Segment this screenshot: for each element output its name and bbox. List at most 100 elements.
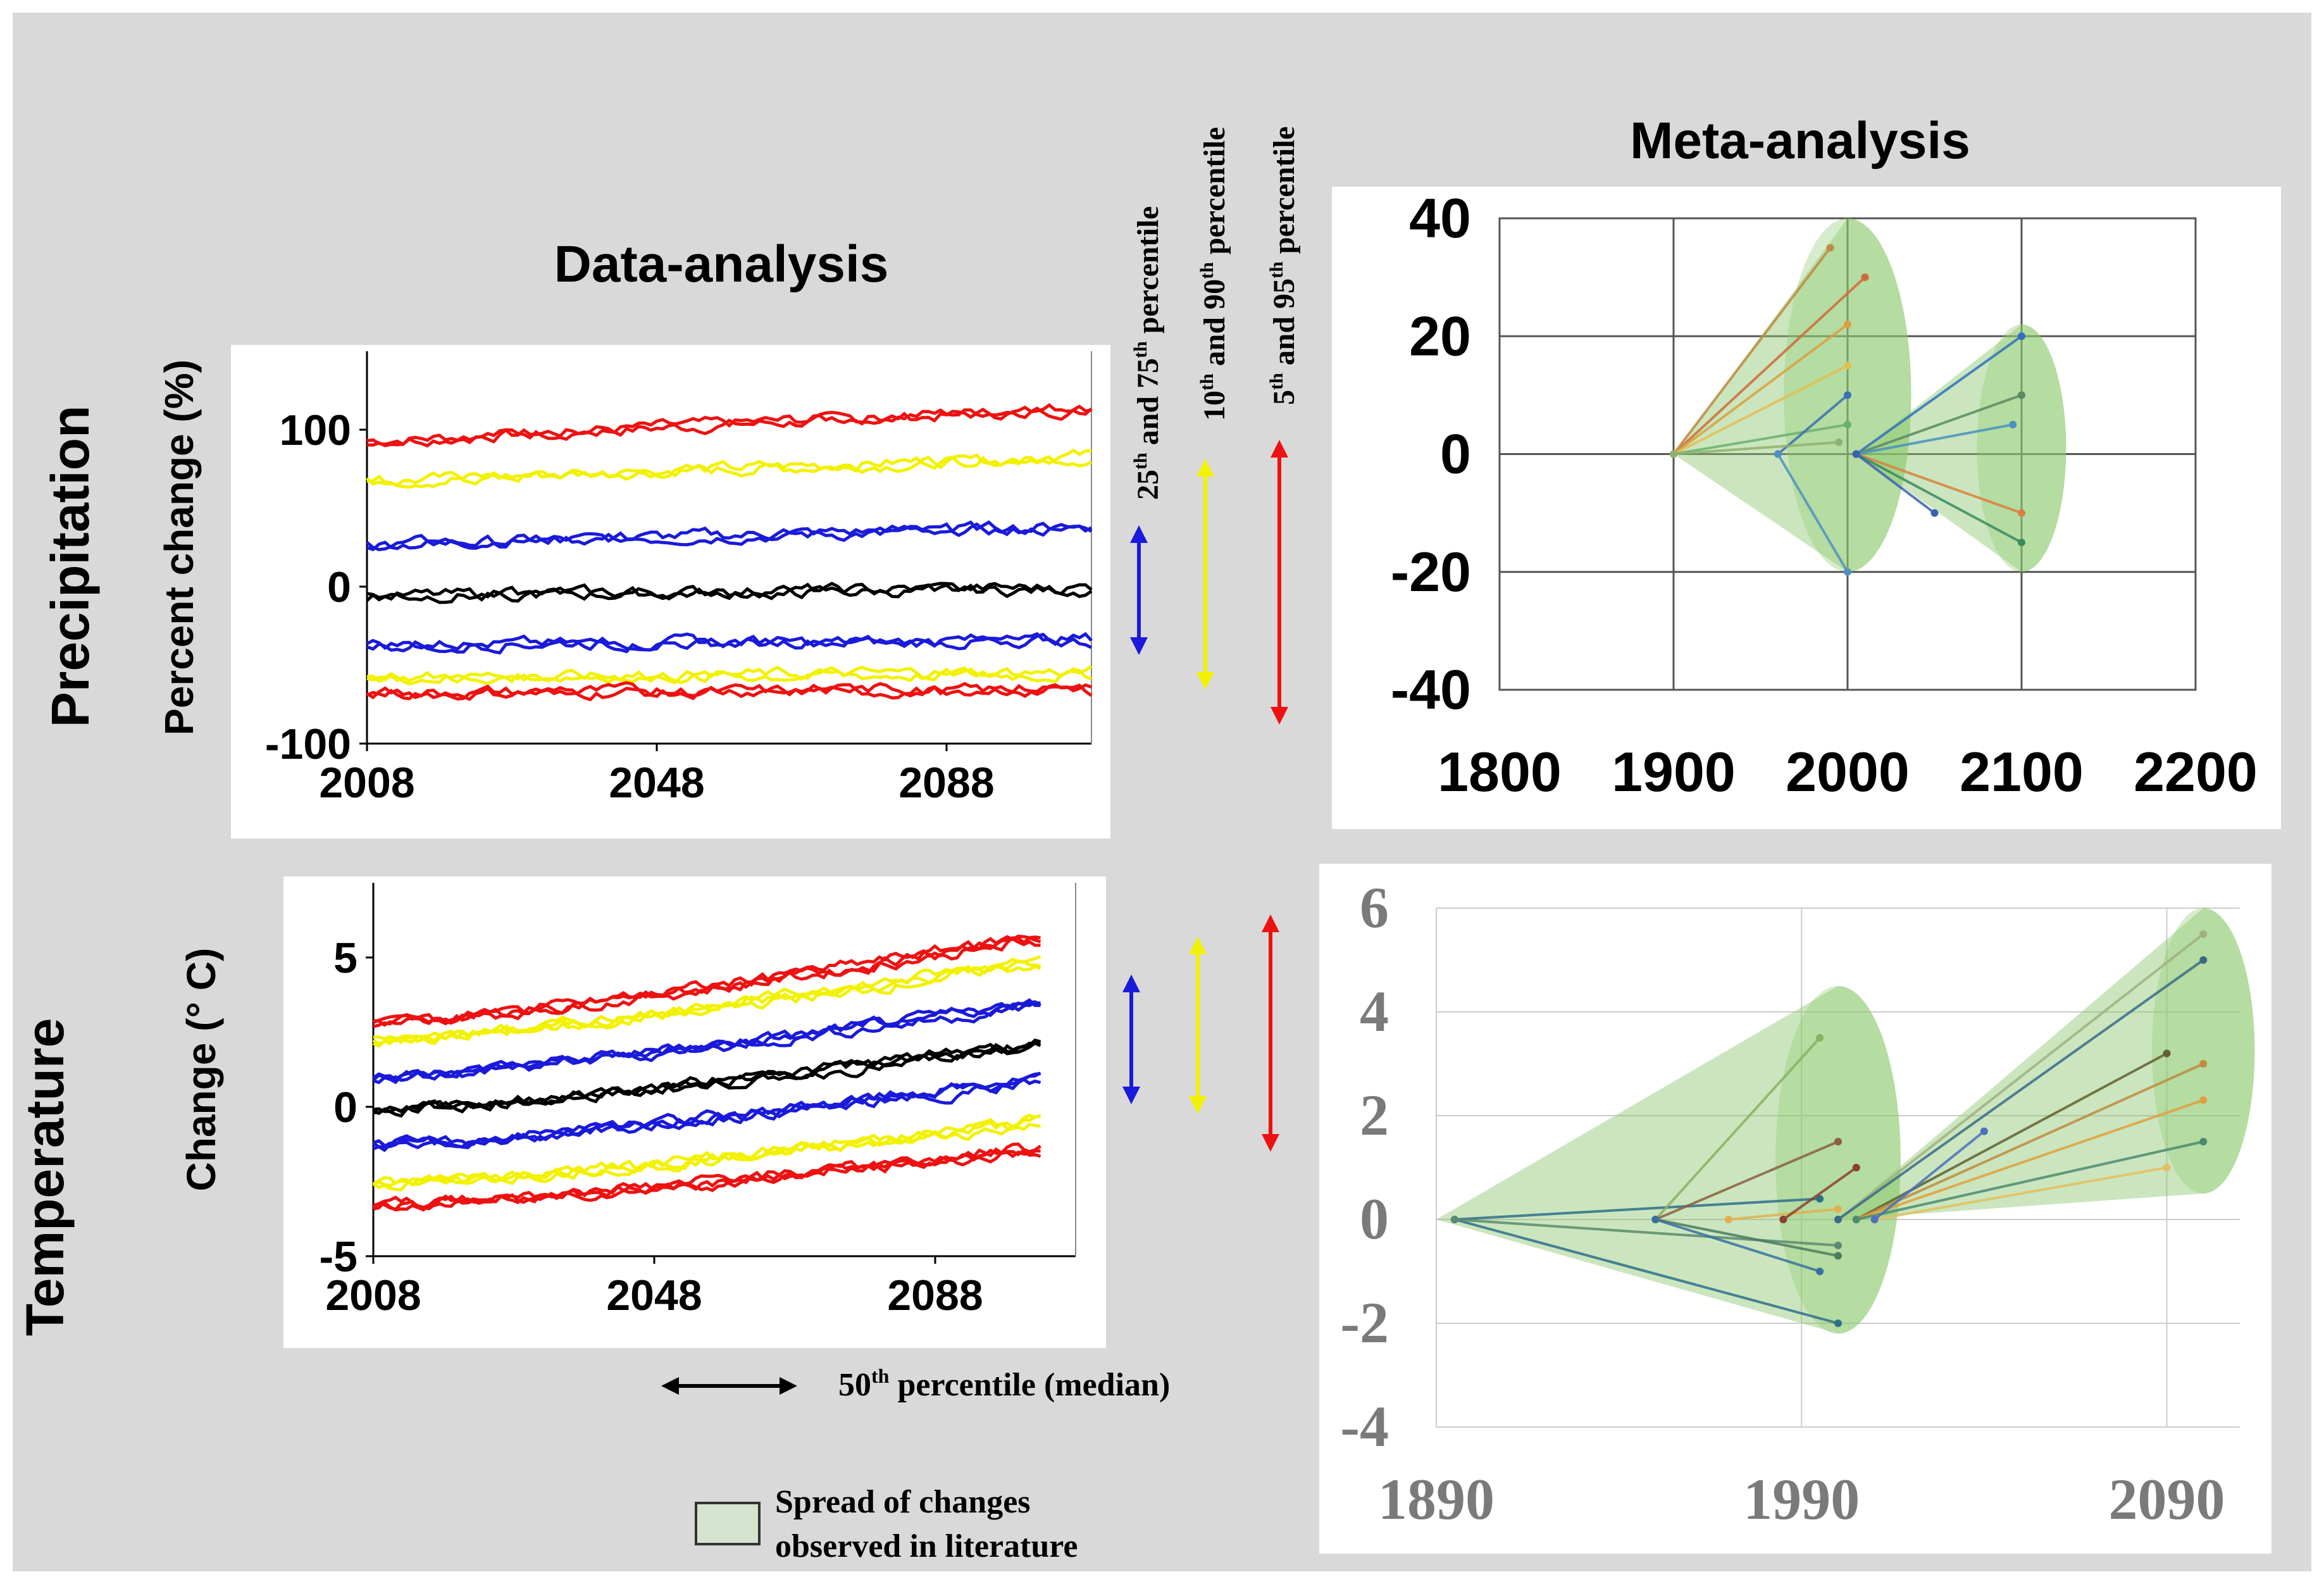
y-tick-label: 6 bbox=[1360, 875, 1389, 940]
legend-5-95-arrow bbox=[1271, 440, 1288, 725]
study-point-end bbox=[2199, 956, 2208, 964]
study-point-end bbox=[2018, 332, 2025, 340]
study-point-end bbox=[2199, 1138, 2208, 1145]
study-point-end bbox=[1826, 244, 1834, 252]
y-tick-label: -5 bbox=[320, 1233, 357, 1281]
arrow-head-down bbox=[1189, 1096, 1207, 1114]
y-tick-label: 2 bbox=[1360, 1083, 1389, 1147]
series-line-red bbox=[366, 402, 1093, 448]
y-tick-label: -100 bbox=[265, 720, 351, 768]
study-point-end bbox=[1834, 1205, 1842, 1213]
y-tick-label: -2 bbox=[1340, 1290, 1389, 1355]
study-point-end bbox=[1844, 320, 1851, 328]
median-arrow bbox=[661, 1377, 797, 1395]
study-point-start bbox=[1834, 1216, 1842, 1223]
x-tick-label: 1990 bbox=[1743, 1467, 1860, 1531]
y-tick-label: 0 bbox=[333, 1083, 357, 1132]
study-segment bbox=[1672, 323, 1849, 456]
x-tick-label: 1890 bbox=[1378, 1467, 1494, 1531]
study-segment bbox=[1855, 335, 2023, 456]
arrow-head-down bbox=[1130, 637, 1148, 655]
study-segment bbox=[1874, 1166, 2167, 1221]
study-segment bbox=[1672, 276, 1866, 455]
temp-meta-panel bbox=[1319, 864, 2271, 1554]
spread-cone-cap bbox=[1775, 986, 1901, 1334]
spread-label-line2: observed in literature bbox=[775, 1528, 1078, 1564]
legend-25-75-arrow-bottom bbox=[1122, 975, 1140, 1104]
study-point-end bbox=[1844, 420, 1851, 428]
series-line-yellow bbox=[373, 955, 1041, 1044]
legend-25-75-th: th bbox=[1130, 452, 1151, 470]
median-prefix: 50 bbox=[838, 1367, 871, 1403]
arrow-head-down bbox=[1271, 707, 1288, 725]
legend-5-95-arrow-bottom bbox=[1262, 914, 1279, 1152]
series-line-blue bbox=[366, 522, 1093, 551]
series-line-yellow bbox=[366, 664, 1093, 685]
study-point-end bbox=[1861, 273, 1869, 282]
arrow-head-up bbox=[1189, 937, 1207, 954]
arrow-head-down bbox=[1122, 1087, 1140, 1104]
legend-10-90-arrow-bottom bbox=[1189, 937, 1207, 1114]
study-segment bbox=[1673, 423, 1848, 456]
meta-analysis-heading: Meta-analysis bbox=[1630, 112, 1970, 170]
study-point-start bbox=[1724, 1216, 1732, 1223]
study-point-end bbox=[1844, 391, 1851, 399]
legend-5-95-th2: th bbox=[1266, 261, 1287, 278]
precip-meta-panel bbox=[1332, 187, 2281, 829]
x-tick-label: 2088 bbox=[898, 759, 994, 807]
study-point-end bbox=[1816, 1034, 1824, 1042]
study-point-end bbox=[2018, 509, 2025, 517]
spread-cone bbox=[1674, 218, 1911, 572]
series-line-black bbox=[366, 582, 1093, 603]
arrow-head-right bbox=[780, 1377, 797, 1395]
series-line-yellow bbox=[372, 959, 1041, 1048]
arrow-head-up bbox=[1271, 440, 1288, 458]
study-point-end bbox=[1835, 438, 1843, 446]
spread-cone-cap bbox=[1977, 324, 2066, 572]
arrow-head-up bbox=[1196, 459, 1214, 477]
series-line-red bbox=[373, 934, 1041, 1028]
temp-data-panel bbox=[283, 876, 1106, 1348]
study-segment bbox=[1856, 1099, 2204, 1221]
y-tick-label: -40 bbox=[1391, 658, 1471, 721]
study-segment bbox=[1454, 1218, 1839, 1247]
study-point-end bbox=[1834, 1319, 1842, 1327]
study-point-end bbox=[1852, 1164, 1860, 1171]
study-point-end bbox=[1834, 1242, 1842, 1249]
median-suffix: percentile (median) bbox=[889, 1367, 1170, 1403]
study-segment bbox=[1873, 1130, 1985, 1221]
y-tick-label: 100 bbox=[280, 406, 351, 454]
spread-swatch bbox=[695, 1502, 761, 1545]
study-segment bbox=[1856, 1140, 2204, 1221]
legend-5-95-th: th bbox=[1266, 373, 1287, 390]
y-tick-label: 0 bbox=[1440, 423, 1471, 485]
arrow-head-up bbox=[1262, 914, 1279, 932]
arrow-head-down bbox=[1262, 1134, 1279, 1152]
study-point-end bbox=[2199, 930, 2208, 938]
legend-10-90-suffix: percentile bbox=[1198, 127, 1231, 263]
study-segment bbox=[1777, 453, 1849, 573]
study-point-end bbox=[1816, 1268, 1824, 1275]
study-point-end bbox=[2009, 420, 2017, 428]
study-point-end bbox=[1834, 1252, 1842, 1260]
study-point-end bbox=[2018, 391, 2025, 399]
legend-25-75-prefix: 25 bbox=[1131, 470, 1165, 500]
x-tick-label: 2000 bbox=[1786, 740, 1910, 803]
spread-label-line1: Spread of changes bbox=[775, 1484, 1031, 1520]
median-th: th bbox=[871, 1364, 890, 1387]
series-line-yellow bbox=[366, 453, 1093, 487]
study-segment bbox=[1837, 959, 2204, 1221]
series-line-red bbox=[366, 404, 1092, 446]
data-analysis-heading: Data-analysis bbox=[554, 235, 889, 293]
study-segment bbox=[1655, 1218, 1820, 1273]
precipitation-heading: Precipitation bbox=[40, 406, 100, 728]
median-label: 50th percentile (median) bbox=[838, 1364, 1170, 1403]
legend-25-75-mid: and 75 bbox=[1131, 358, 1165, 452]
study-segment bbox=[1454, 1197, 1820, 1221]
y-tick-label: 0 bbox=[327, 563, 351, 611]
x-tick-label: 2090 bbox=[2109, 1467, 2225, 1531]
study-segment bbox=[1454, 1218, 1839, 1325]
